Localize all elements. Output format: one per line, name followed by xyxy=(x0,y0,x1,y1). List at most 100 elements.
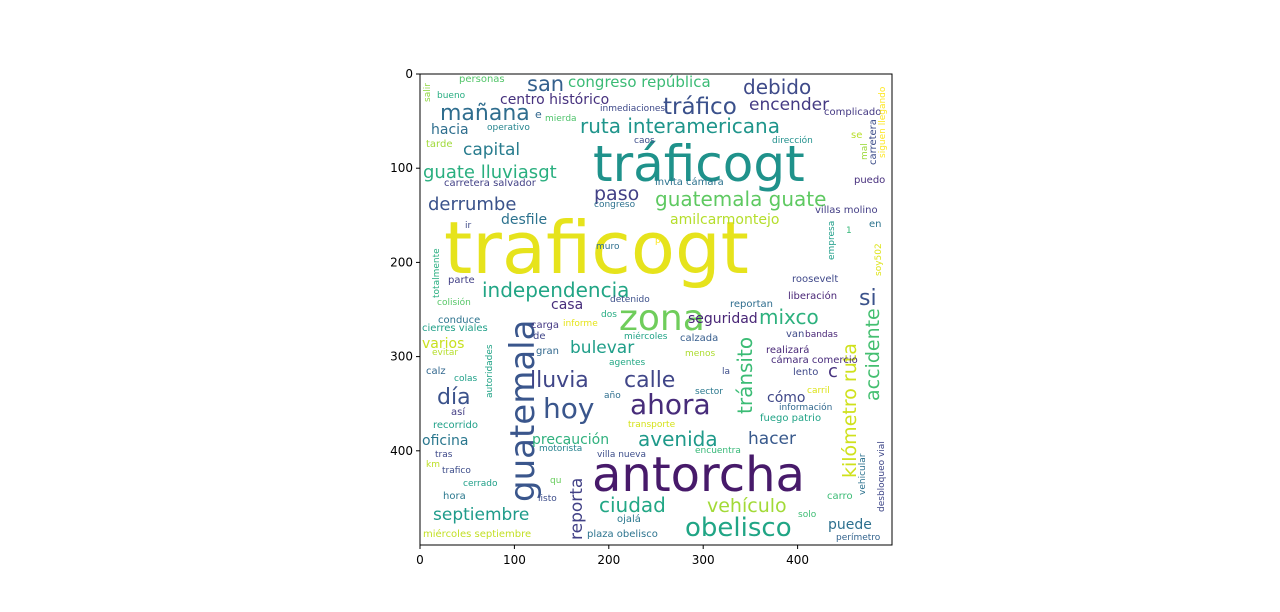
cloud-word: solo xyxy=(798,510,817,520)
cloud-word: hacer xyxy=(748,429,796,449)
cloud-word: septiembre xyxy=(433,505,529,525)
cloud-word: puede xyxy=(828,517,872,533)
cloud-word: así xyxy=(451,406,466,418)
cloud-word: menos xyxy=(685,349,716,359)
cloud-word: casa xyxy=(551,297,583,313)
cloud-word: se xyxy=(851,130,862,141)
cloud-word: plaza obelisco xyxy=(587,529,658,540)
cloud-word: detenido xyxy=(610,295,650,305)
x-tick-label: 200 xyxy=(597,553,620,567)
cloud-word: ruta interamericana xyxy=(580,114,780,138)
cloud-word: ciudad xyxy=(599,493,666,517)
cloud-word: van xyxy=(786,329,804,340)
cloud-word: ahora xyxy=(630,388,711,421)
cloud-word: derrumbe xyxy=(428,194,516,215)
cloud-word: hora xyxy=(443,491,466,502)
cloud-word: en xyxy=(869,219,882,230)
cloud-word: reporta xyxy=(567,478,587,540)
cloud-word: autoridades xyxy=(485,344,495,398)
cloud-word: bandas xyxy=(805,330,838,340)
cloud-word: siguen llegando xyxy=(878,86,888,158)
cloud-word: amilcarmontejo xyxy=(670,212,779,228)
cloud-word: cómo xyxy=(767,390,805,406)
cloud-word: congreso xyxy=(594,200,636,210)
cloud-word: fuego patrio xyxy=(760,413,821,424)
x-tick-label: 300 xyxy=(692,553,715,567)
cloud-word: precaución xyxy=(532,432,609,448)
cloud-word: trafico xyxy=(442,466,471,476)
y-tick-label: 300 xyxy=(390,350,413,364)
cloud-word: listo xyxy=(538,494,557,504)
cloud-word: mierda xyxy=(545,114,577,124)
cloud-word: muro xyxy=(596,242,620,252)
cloud-word: carretera xyxy=(868,119,879,165)
cloud-word: congreso república xyxy=(568,73,711,91)
cloud-word: cámara comercio xyxy=(771,354,858,366)
cloud-word: guatemala xyxy=(503,320,543,502)
x-axis: 0 100 200 300 400 xyxy=(416,545,809,567)
cloud-word: obelisco xyxy=(685,513,792,543)
cloud-word: personas xyxy=(459,74,505,85)
cloud-word: encender xyxy=(749,95,829,115)
cloud-word: capital xyxy=(463,140,520,160)
cloud-word: e xyxy=(535,108,542,121)
cloud-word: calzada xyxy=(680,333,718,344)
cloud-word: c xyxy=(828,361,838,382)
cloud-word: ojalá xyxy=(617,513,641,525)
cloud-word: inmediaciones xyxy=(600,104,665,114)
cloud-word: invita cámara xyxy=(655,176,724,188)
cloud-word: información xyxy=(779,402,832,413)
cloud-word: de xyxy=(533,331,546,342)
cloud-word: accidente xyxy=(862,308,884,401)
cloud-word: hoy xyxy=(543,392,594,425)
cloud-word: lento xyxy=(793,367,818,378)
cloud-word: km xyxy=(426,460,440,470)
cloud-word: carretera salvador xyxy=(444,178,537,189)
cloud-word: villas molino xyxy=(815,205,878,216)
cloud-word: encuentra xyxy=(695,446,741,456)
cloud-word: operativo xyxy=(487,123,530,133)
cloud-word: perímetro xyxy=(836,533,881,543)
cloud-word: villa nueva xyxy=(597,450,646,460)
x-tick-label: 400 xyxy=(786,553,809,567)
cloud-word: tránsito xyxy=(733,337,757,414)
cloud-word: realizará xyxy=(766,344,809,356)
cloud-word: liberación xyxy=(788,290,837,302)
cloud-word: miércoles septiembre xyxy=(423,528,531,540)
cloud-word: hacia xyxy=(431,122,469,138)
cloud-word: complicado xyxy=(824,107,881,118)
cloud-word: mixco xyxy=(759,305,819,329)
x-tick-label: 0 xyxy=(416,553,424,567)
cloud-word: debido xyxy=(743,75,811,99)
cloud-word: gran xyxy=(536,346,559,357)
cloud-word: lluvia xyxy=(530,368,589,393)
cloud-word: vehicular xyxy=(858,453,868,495)
cloud-word: avenida xyxy=(638,427,718,451)
cloud-word: dirección xyxy=(772,135,813,146)
cloud-word: seguridad xyxy=(688,311,758,327)
cloud-word: recorrido xyxy=(433,420,478,431)
axes-frame xyxy=(419,73,893,546)
cloud-word: desbloqueo vial xyxy=(877,441,887,512)
cloud-word: dos xyxy=(601,310,617,320)
cloud-word: soy502 xyxy=(874,243,884,276)
cloud-word: la xyxy=(722,367,730,377)
cloud-word: tráfico xyxy=(663,94,737,120)
cloud-word: tras xyxy=(435,450,453,460)
cloud-word: traficogt xyxy=(444,206,749,290)
cloud-word: antorcha xyxy=(592,447,805,503)
cloud-word: zona xyxy=(619,298,705,339)
cloud-word: qu xyxy=(550,476,561,486)
cloud-word: miércoles xyxy=(624,331,668,342)
cloud-word: informe xyxy=(563,319,598,329)
cloud-word: roosevelt xyxy=(792,274,838,285)
cloud-word: carro xyxy=(827,491,853,502)
cloud-word: colisión xyxy=(437,297,471,308)
cloud-word: reportan xyxy=(730,299,773,310)
cloud-word: vehículo xyxy=(707,495,787,517)
cloud-word: evitar xyxy=(432,348,458,358)
y-tick-label: 0 xyxy=(405,67,413,81)
y-axis: 0 100 200 300 400 xyxy=(390,67,420,458)
cloud-word: puedo xyxy=(854,175,885,186)
